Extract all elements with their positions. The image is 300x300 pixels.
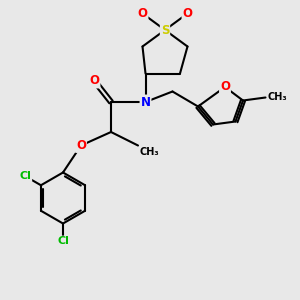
Text: O: O	[137, 7, 148, 20]
Text: Cl: Cl	[57, 236, 69, 247]
Text: Cl: Cl	[20, 171, 31, 181]
Text: CH₃: CH₃	[267, 92, 286, 103]
Text: O: O	[76, 139, 86, 152]
Text: CH₃: CH₃	[140, 147, 159, 157]
Text: O: O	[89, 74, 100, 88]
Text: S: S	[161, 23, 169, 37]
Text: N: N	[140, 95, 151, 109]
Text: O: O	[182, 7, 193, 20]
Text: O: O	[220, 80, 230, 94]
